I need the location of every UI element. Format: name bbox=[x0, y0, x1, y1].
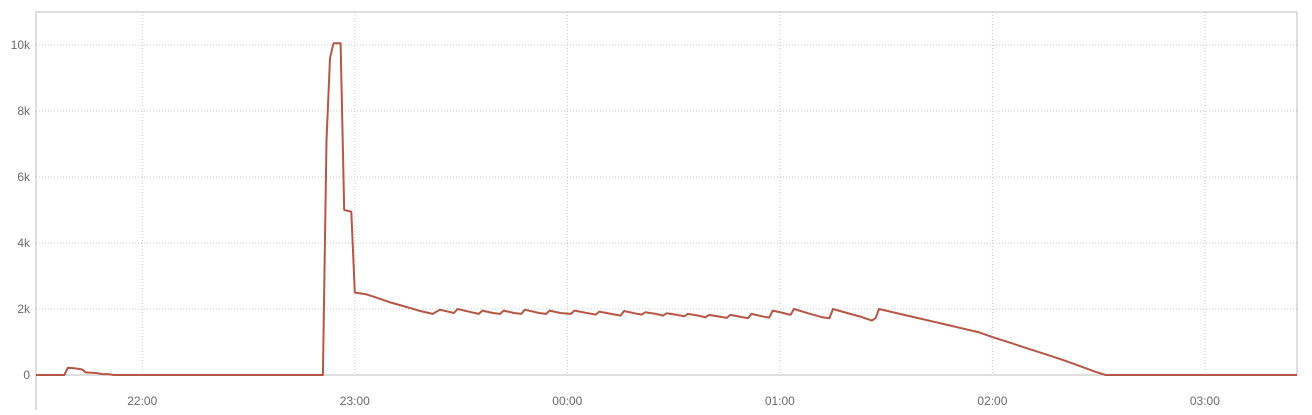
x-tick-label: 23:00 bbox=[340, 394, 370, 408]
y-tick-label: 4k bbox=[17, 236, 31, 250]
x-tick-label: 03:00 bbox=[1190, 394, 1220, 408]
grid-layer bbox=[36, 12, 1297, 375]
y-tick-label: 8k bbox=[17, 104, 31, 118]
x-tick-label: 01:00 bbox=[765, 394, 795, 408]
x-tick-label: 22:00 bbox=[127, 394, 157, 408]
series-layer bbox=[36, 42, 1297, 376]
y-tick-label: 2k bbox=[17, 302, 31, 316]
y-tick-label: 6k bbox=[17, 170, 31, 184]
y-tick-label: 0 bbox=[23, 368, 30, 382]
y-tick-label: 10k bbox=[11, 38, 31, 52]
series-line bbox=[36, 42, 1297, 376]
axis-layer: 0 2k 4k 6k 8k 10k 22:00 23:00 00:00 01:00 02:00 03:… bbox=[11, 11, 1298, 410]
x-tick-label: 00:00 bbox=[552, 394, 582, 408]
x-tick-label: 02:00 bbox=[977, 394, 1007, 408]
